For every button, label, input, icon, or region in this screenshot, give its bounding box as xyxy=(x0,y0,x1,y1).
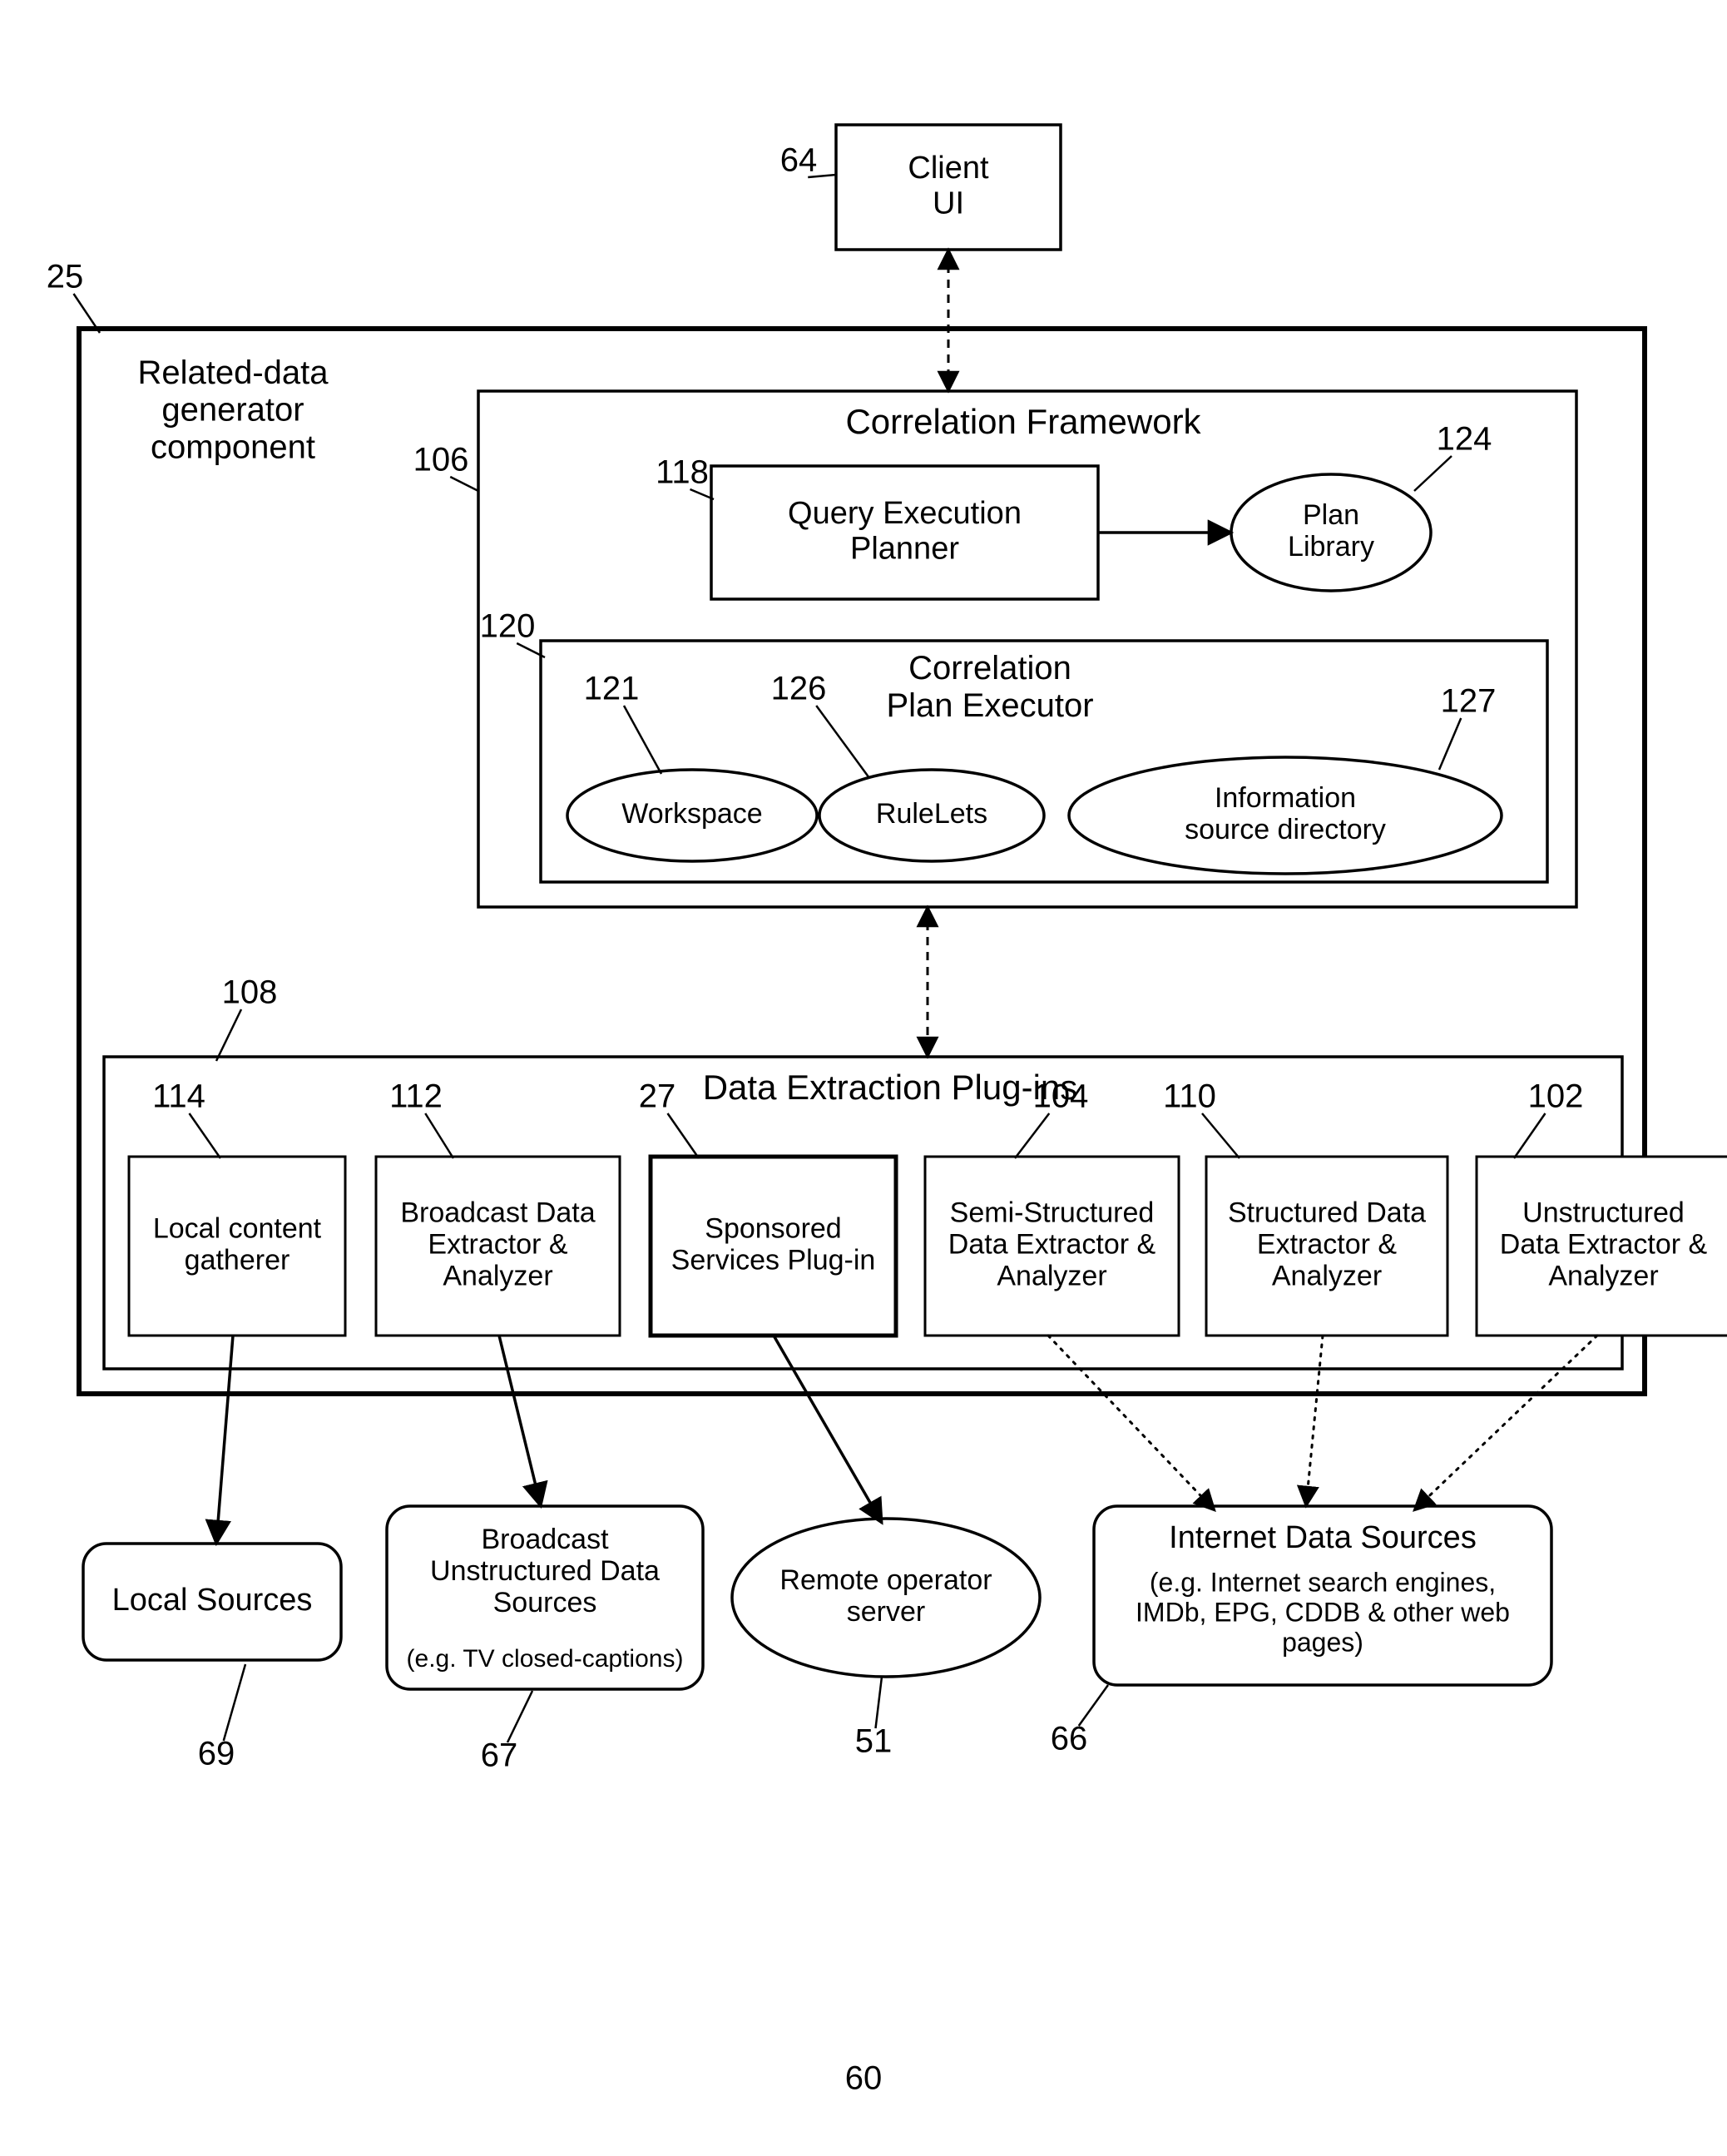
ref-number: 112 xyxy=(389,1078,443,1115)
diagram-text: Library xyxy=(1288,531,1374,563)
page-number: 60 xyxy=(845,2060,883,2097)
diagram-text: IMDb, EPG, CDDB & other web xyxy=(1136,1597,1510,1627)
diagram-text: Unstructured Data xyxy=(430,1555,660,1587)
ref-number: 102 xyxy=(1528,1078,1584,1115)
diagram-text: Analyzer xyxy=(1272,1261,1382,1292)
ref-number: 110 xyxy=(1163,1078,1216,1115)
diagram-text: Analyzer xyxy=(997,1261,1106,1292)
ref-number: 121 xyxy=(584,671,640,707)
diagram-text: Data Extractor & xyxy=(1500,1228,1708,1260)
diagram-text: Sources xyxy=(493,1587,597,1618)
diagram-text: server xyxy=(847,1596,925,1628)
diagram-text: Remote operator xyxy=(779,1564,992,1596)
ref-number: 118 xyxy=(656,454,709,491)
ref-number: 124 xyxy=(1437,421,1492,458)
architecture-diagram: Related-datageneratorcomponent ClientUI Co… xyxy=(0,0,1727,2156)
ref-leader xyxy=(507,1691,532,1742)
diagram-text: generator xyxy=(161,392,304,429)
diagram-text: Related-data xyxy=(137,354,329,391)
diagram-text: Plan xyxy=(1303,499,1359,531)
ref-number: 108 xyxy=(222,974,278,1011)
diagram-text: Unstructured xyxy=(1522,1197,1685,1228)
diagram-text: Analyzer xyxy=(443,1261,552,1292)
ref-number: 64 xyxy=(780,142,818,179)
diagram-text: Broadcast xyxy=(481,1524,609,1555)
ref-leader xyxy=(876,1677,883,1728)
diagram-text: Analyzer xyxy=(1548,1261,1658,1292)
diagram-text: Information xyxy=(1215,782,1356,814)
diagram-text: Planner xyxy=(850,531,959,566)
diagram-text: Semi-Structured xyxy=(950,1197,1155,1228)
diagram-text: Correlation xyxy=(908,650,1071,686)
diagram-text: Local Sources xyxy=(112,1583,313,1618)
ref-leader xyxy=(224,1664,245,1741)
diagram-text: RuleLets xyxy=(876,798,987,830)
diagram-text: Client xyxy=(908,151,989,186)
diagram-text: gatherer xyxy=(185,1245,290,1276)
ref-number: 114 xyxy=(152,1078,205,1115)
ref-number: 69 xyxy=(198,1736,235,1772)
ref-number: 104 xyxy=(1033,1078,1089,1115)
diagram-text: Workspace xyxy=(621,798,762,830)
ref-number: 67 xyxy=(481,1737,518,1774)
ref-number: 25 xyxy=(47,259,84,295)
diagram-text: source directory xyxy=(1185,814,1386,845)
diagram-text: pages) xyxy=(1282,1627,1363,1657)
diagram-text: (e.g. TV closed-captions) xyxy=(407,1645,684,1673)
ref-number: 106 xyxy=(413,442,469,478)
diagram-text: Local content xyxy=(153,1212,322,1244)
diagram-text: Services Plug-in xyxy=(671,1245,876,1276)
ref-number: 51 xyxy=(855,1723,893,1760)
diagram-text: Correlation Framework xyxy=(845,402,1201,441)
diagram-text: Extractor & xyxy=(428,1228,567,1260)
diagram-text: Data Extractor & xyxy=(948,1228,1156,1260)
ref-leader xyxy=(1079,1685,1108,1726)
diagram-text: Structured Data xyxy=(1228,1197,1426,1228)
diagram-text: (e.g. Internet search engines, xyxy=(1150,1568,1496,1598)
diagram-text: Plan Executor xyxy=(886,687,1093,724)
diagram-text: Sponsored xyxy=(705,1212,841,1244)
ref-number: 126 xyxy=(771,671,827,707)
diagram-text: Data Extraction Plug-ins xyxy=(703,1068,1078,1107)
diagram-text: Internet Data Sources xyxy=(1169,1520,1477,1555)
diagram-text: Broadcast Data xyxy=(400,1197,595,1228)
diagram-text: component xyxy=(151,429,315,465)
diagram-text: UI xyxy=(933,186,964,221)
ref-number: 127 xyxy=(1441,683,1497,720)
ref-number: 66 xyxy=(1051,1721,1088,1757)
ref-number: 120 xyxy=(480,608,536,645)
ref-number: 27 xyxy=(639,1078,676,1115)
diagram-text: Query Execution xyxy=(788,496,1022,531)
diagram-text: Extractor & xyxy=(1257,1228,1397,1260)
